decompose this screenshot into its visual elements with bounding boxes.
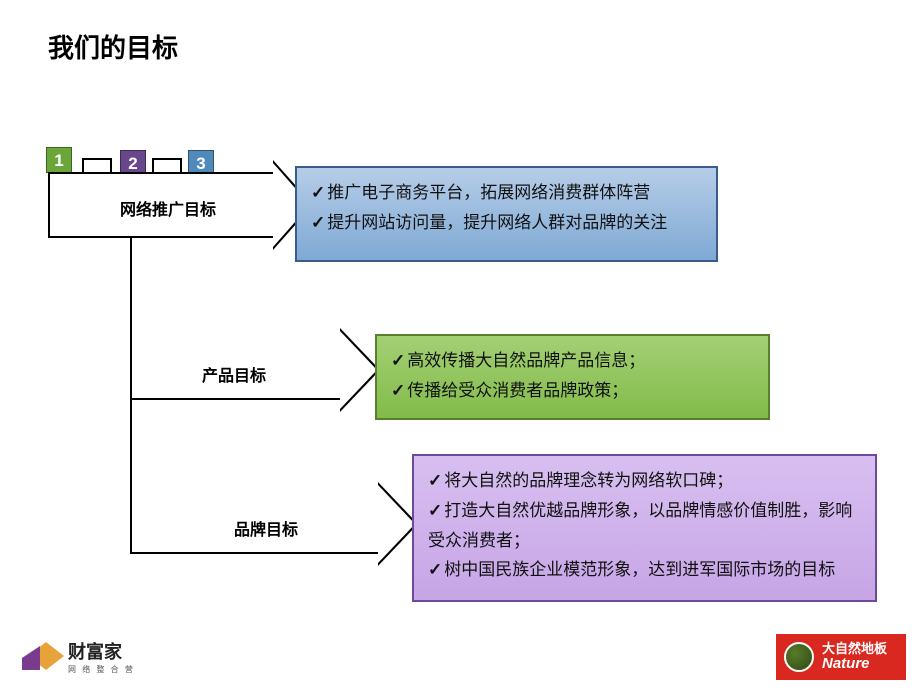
bullet-item: 推广电子商务平台，拓展网络消费群体阵营 xyxy=(311,178,702,208)
content-box-1: 推广电子商务平台，拓展网络消费群体阵营提升网站访问量，提升网络人群对品牌的关注 xyxy=(295,166,718,262)
slide-title: 我们的目标 xyxy=(48,28,178,65)
footer-logo-right: 大自然地板 Nature xyxy=(776,634,906,680)
arrow-label-1: 网络推广目标 xyxy=(120,196,216,220)
right-logo-line1: 大自然地板 xyxy=(822,642,887,656)
svg-text:财富家: 财富家 xyxy=(68,641,123,662)
bullet-item: 树中国民族企业模范形象，达到进军国际市场的目标 xyxy=(428,555,861,585)
number-badge-1: 1 xyxy=(46,147,72,173)
svg-text:网 络 整 合 营 销: 网 络 整 合 营 销 xyxy=(68,664,134,674)
bullet-item: 高效传播大自然品牌产品信息； xyxy=(391,346,754,376)
arrow-head-fill-2 xyxy=(340,331,377,409)
nature-globe-icon xyxy=(784,642,814,672)
footer-logo-left: 财富家 网 络 整 合 营 销 xyxy=(14,630,134,682)
bullet-item: 传播给受众消费者品牌政策； xyxy=(391,376,754,406)
arrow-head-fill-3 xyxy=(378,485,415,563)
content-box-2: 高效传播大自然品牌产品信息；传播给受众消费者品牌政策； xyxy=(375,334,770,420)
bullet-item: 提升网站访问量，提升网络人群对品牌的关注 xyxy=(311,208,702,238)
content-box-3: 将大自然的品牌理念转为网络软口碑；打造大自然优越品牌形象，以品牌情感价值制胜，影… xyxy=(412,454,877,602)
arrow-label-2: 产品目标 xyxy=(202,362,266,386)
bullet-item: 将大自然的品牌理念转为网络软口碑； xyxy=(428,466,861,496)
arrow-label-3: 品牌目标 xyxy=(234,516,298,540)
bullet-item: 打造大自然优越品牌形象，以品牌情感价值制胜，影响受众消费者； xyxy=(428,496,861,556)
right-logo-line2: Nature xyxy=(822,656,887,673)
